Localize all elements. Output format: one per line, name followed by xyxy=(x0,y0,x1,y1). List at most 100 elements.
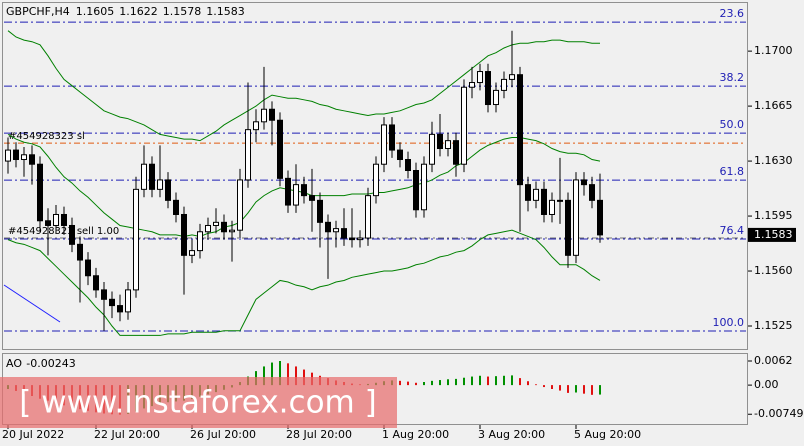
candle-body xyxy=(213,221,219,226)
ao-bar xyxy=(295,366,297,386)
candle-body xyxy=(365,195,371,239)
candle-body xyxy=(109,298,115,307)
ao-y-tick-label: 0.0062 xyxy=(754,354,793,367)
candle-body xyxy=(381,124,387,165)
candle-body xyxy=(205,224,211,233)
candle-body xyxy=(309,195,315,201)
candle-body xyxy=(557,199,563,202)
ao-bar xyxy=(439,380,441,386)
candle-body xyxy=(437,133,443,150)
ao-header: AO -0.00243 xyxy=(6,357,76,370)
header: GBPCHF,H4 1.1605 1.1622 1.1578 1.1583 xyxy=(6,5,245,18)
ao-bar xyxy=(455,378,457,386)
watermark-box xyxy=(0,377,397,428)
candle-body xyxy=(533,188,539,201)
candle-body xyxy=(333,228,339,233)
candle-body xyxy=(61,213,67,226)
candle-body xyxy=(597,199,603,236)
x-tick-label: 26 Jul 20:00 xyxy=(190,428,256,441)
candle-body xyxy=(285,177,291,206)
ao-bar xyxy=(503,375,505,386)
candle-body xyxy=(77,243,83,261)
candle-body xyxy=(149,163,155,190)
candle-body xyxy=(125,289,131,313)
candle-body xyxy=(245,129,251,181)
candle-body xyxy=(301,184,307,197)
candle-body xyxy=(517,74,523,186)
candle-body xyxy=(253,121,259,131)
candle-body xyxy=(349,237,355,241)
candle-body xyxy=(133,188,139,291)
x-tick-label: 3 Aug 20:00 xyxy=(478,428,545,441)
ao-bar xyxy=(287,363,289,386)
ao-y-tick-label: -0.00749 xyxy=(754,407,803,420)
candle-body xyxy=(461,86,467,165)
candle-body xyxy=(29,154,35,165)
ao-bar xyxy=(463,377,465,386)
candle-body xyxy=(69,224,75,245)
band-lower xyxy=(7,229,601,336)
candle-body xyxy=(269,108,275,121)
candle-body xyxy=(85,259,91,277)
candle-body xyxy=(165,179,171,201)
candle-body xyxy=(141,163,147,190)
y-tick-label: 1.1560 xyxy=(754,264,793,277)
candle-body xyxy=(229,229,235,233)
candle-body xyxy=(405,159,411,172)
header-open: 1.1605 xyxy=(76,5,115,18)
candle-body xyxy=(581,179,587,186)
ao-bar xyxy=(399,380,401,386)
ao-bar xyxy=(511,375,513,386)
candle-body xyxy=(5,149,11,162)
ao-name: AO xyxy=(6,357,22,370)
candle-body xyxy=(293,184,299,206)
candle-body xyxy=(389,124,395,151)
ao-bar xyxy=(575,385,577,393)
ao-y-tick-label: 0.00 xyxy=(754,378,779,391)
candle-body xyxy=(45,220,51,226)
candle-body xyxy=(397,149,403,161)
candle-body xyxy=(181,213,187,256)
trend-line xyxy=(3,284,61,323)
x-tick-label: 5 Aug 20:00 xyxy=(574,428,641,441)
fib-label: 50.0 xyxy=(720,118,745,131)
ao-bar xyxy=(551,385,553,389)
ao-bar xyxy=(583,385,585,394)
candle-body xyxy=(21,154,27,161)
candle-body xyxy=(13,149,19,161)
fib-label: 38.2 xyxy=(720,71,745,84)
y-tick-label: 1.1665 xyxy=(754,99,793,112)
candle-body xyxy=(501,78,507,91)
candle-body xyxy=(277,119,283,179)
candle-body xyxy=(589,184,595,201)
candle-body xyxy=(549,199,555,215)
fib-label: 76.4 xyxy=(720,224,745,237)
candle-body xyxy=(357,237,363,241)
price-box-label: 1.1583 xyxy=(754,228,793,241)
watermark: [ www.instaforex.com ] xyxy=(19,385,376,421)
ao-bar xyxy=(447,379,449,386)
candle-body xyxy=(565,199,571,256)
candle-body xyxy=(429,133,435,165)
ao-bar xyxy=(479,375,481,386)
candle-body xyxy=(373,163,379,197)
ao-bar xyxy=(407,381,409,386)
ao-last: -0.00243 xyxy=(26,357,75,370)
x-tick-label: 20 Jul 2022 xyxy=(2,428,64,441)
candle-body xyxy=(453,140,459,165)
ao-bar xyxy=(263,366,265,386)
symbol: GBPCHF,H4 xyxy=(6,5,70,18)
candle-body xyxy=(93,275,99,291)
candle-body xyxy=(117,305,123,313)
y-tick-label: 1.1595 xyxy=(754,209,793,222)
y-tick-label: 1.1630 xyxy=(754,154,793,167)
fib-label: 61.8 xyxy=(720,165,745,178)
candle-body xyxy=(189,250,195,256)
ao-bar xyxy=(599,385,601,395)
ao-bar xyxy=(431,380,433,386)
ao-bar xyxy=(591,385,593,395)
candle-body xyxy=(197,231,203,252)
candle-body xyxy=(541,188,547,215)
